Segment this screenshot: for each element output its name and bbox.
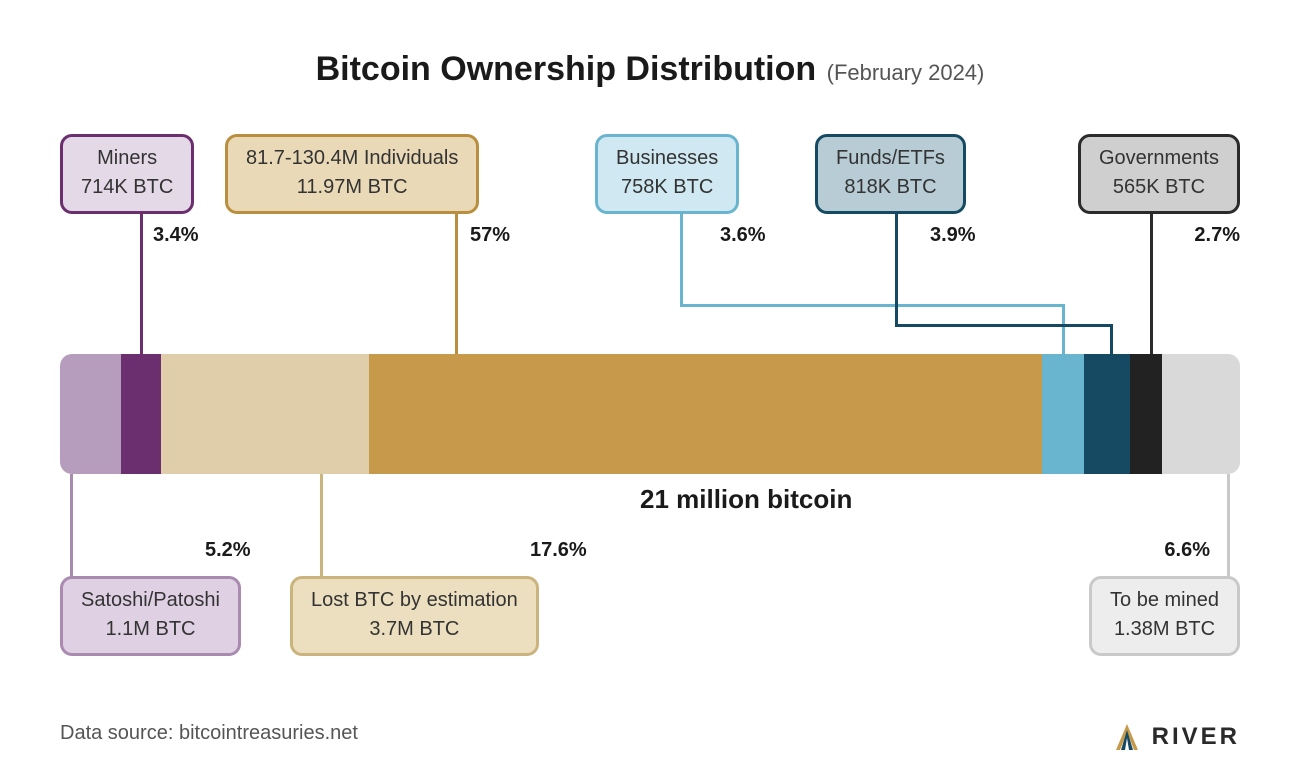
label-box-individuals: 81.7-130.4M Individuals 11.97M BTC: [225, 134, 479, 214]
seg-satoshi: [60, 354, 121, 474]
label-box-lost: Lost BTC by estimation 3.7M BTC: [290, 576, 539, 656]
label-amount: 818K BTC: [836, 176, 945, 199]
river-icon: [1112, 722, 1142, 752]
seg-lost: [161, 354, 369, 474]
pct-satoshi: 5.2%: [205, 539, 251, 562]
seg-individuals: [369, 354, 1042, 474]
seg-tobemined: [1162, 354, 1240, 474]
label-name: Satoshi/Patoshi: [81, 589, 220, 612]
connector-lost: [320, 474, 323, 579]
label-amount: 11.97M BTC: [246, 176, 458, 199]
pct-tobemined: 6.6%: [1164, 539, 1210, 562]
seg-miners: [121, 354, 161, 474]
label-name: 81.7-130.4M Individuals: [246, 147, 458, 170]
title-row: Bitcoin Ownership Distribution (February…: [60, 50, 1240, 89]
label-box-funds: Funds/ETFs 818K BTC: [815, 134, 966, 214]
pct-lost: 17.6%: [530, 539, 587, 562]
data-source: Data source: bitcointreasuries.net: [60, 722, 358, 745]
label-name: To be mined: [1110, 589, 1219, 612]
label-box-businesses: Businesses 758K BTC: [595, 134, 739, 214]
pct-miners: 3.4%: [153, 224, 199, 247]
label-name: Funds/ETFs: [836, 147, 945, 170]
chart-container: Bitcoin Ownership Distribution (February…: [0, 0, 1300, 780]
seg-funds: [1084, 354, 1130, 474]
seg-businesses: [1042, 354, 1084, 474]
connector-individuals: [455, 212, 458, 354]
chart-area: Miners 714K BTC 81.7-130.4M Individuals …: [60, 134, 1240, 654]
label-box-governments: Governments 565K BTC: [1078, 134, 1240, 214]
label-amount: 1.1M BTC: [81, 618, 220, 641]
pct-businesses: 3.6%: [720, 224, 766, 247]
label-amount: 565K BTC: [1099, 176, 1219, 199]
label-name: Governments: [1099, 147, 1219, 170]
label-name: Businesses: [616, 147, 718, 170]
pct-funds: 3.9%: [930, 224, 976, 247]
label-amount: 3.7M BTC: [311, 618, 518, 641]
connector-satoshi: [70, 474, 73, 579]
chart-subtitle: (February 2024): [827, 60, 985, 85]
bar-caption: 21 million bitcoin: [640, 484, 852, 515]
brand-text: RIVER: [1152, 723, 1240, 751]
label-amount: 714K BTC: [81, 176, 173, 199]
connector-funds-v2: [1110, 324, 1113, 354]
connector-businesses-v1: [680, 212, 683, 307]
stacked-bar: [60, 354, 1240, 474]
connector-miners: [140, 212, 143, 354]
label-box-tobemined: To be mined 1.38M BTC: [1089, 576, 1240, 656]
label-box-miners: Miners 714K BTC: [60, 134, 194, 214]
pct-individuals: 57%: [470, 224, 510, 247]
pct-governments: 2.7%: [1194, 224, 1240, 247]
connector-businesses-h: [680, 304, 1065, 307]
label-name: Miners: [81, 147, 173, 170]
connector-funds-h: [895, 324, 1113, 327]
label-name: Lost BTC by estimation: [311, 589, 518, 612]
label-box-satoshi: Satoshi/Patoshi 1.1M BTC: [60, 576, 241, 656]
chart-title: Bitcoin Ownership Distribution: [316, 50, 817, 88]
brand-logo: RIVER: [1112, 722, 1240, 752]
connector-tobemined: [1227, 474, 1230, 579]
connector-businesses-v2: [1062, 304, 1065, 354]
label-amount: 1.38M BTC: [1110, 618, 1219, 641]
connector-funds-v1: [895, 212, 898, 327]
connector-governments: [1150, 212, 1153, 354]
seg-governments: [1130, 354, 1162, 474]
label-amount: 758K BTC: [616, 176, 718, 199]
